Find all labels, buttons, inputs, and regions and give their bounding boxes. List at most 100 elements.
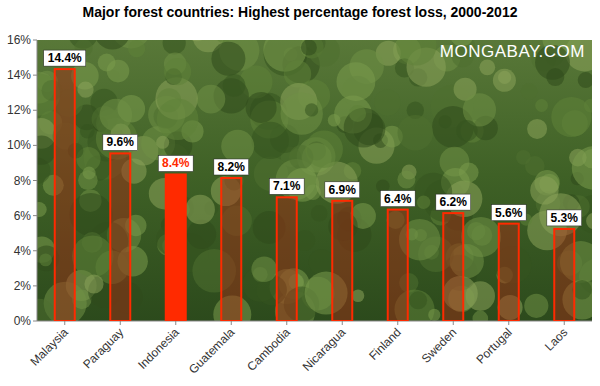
background-photo [37, 40, 592, 321]
x-tick [564, 321, 565, 325]
data-label: 5.6% [495, 206, 523, 220]
canopy-blob [251, 257, 277, 283]
bar [55, 69, 75, 321]
canopy-blob [309, 249, 334, 274]
y-tick [33, 180, 37, 181]
y-tick-label: 0% [14, 314, 32, 328]
canopy-blob [352, 289, 365, 302]
y-tick [33, 321, 37, 322]
canopy-blob [459, 163, 479, 183]
canopy-blob [221, 130, 254, 163]
y-tick [33, 40, 37, 41]
canopy-blob [98, 54, 116, 72]
canopy-blob [428, 309, 440, 321]
bar [388, 210, 408, 321]
data-label-box [214, 159, 249, 175]
data-label: 6.9% [329, 183, 357, 197]
x-tick-label: Paraguay [80, 325, 126, 371]
canopy-blob [100, 99, 133, 132]
canopy-blob [493, 69, 516, 92]
canopy-blob [527, 119, 547, 139]
y-tick-label: 12% [7, 103, 31, 117]
x-tick-label: Cambodia [244, 325, 293, 374]
data-label: 8.2% [218, 160, 246, 174]
y-tick-label: 6% [14, 209, 32, 223]
canopy-blob [252, 122, 289, 159]
canopy-blob [305, 130, 343, 168]
data-label: 6.4% [384, 192, 412, 206]
canopy-blob [479, 59, 495, 75]
title: Major forest countries: Highest percenta… [83, 4, 518, 20]
canopy-blob [37, 202, 47, 217]
data-label: 8.4% [162, 156, 190, 170]
canopy-blob [163, 40, 186, 55]
y-tick [33, 215, 37, 216]
data-label: 5.3% [551, 211, 579, 225]
canopy-blob [246, 92, 277, 123]
canopy-blob [586, 213, 592, 230]
bar [166, 174, 186, 321]
canopy-blob [211, 42, 245, 76]
forest-bg [37, 40, 592, 321]
data-label-box [380, 191, 415, 207]
canopy-blob [80, 124, 95, 139]
canopy-blob [535, 99, 548, 112]
y-tick-label: 10% [7, 138, 31, 152]
canopy-blob [397, 171, 415, 189]
y-tick [33, 250, 37, 251]
canopy-blob [439, 115, 452, 128]
y-tick-label: 14% [7, 68, 31, 82]
canopy-blob [456, 120, 477, 141]
x-tick-label: Malaysia [27, 325, 71, 369]
y-tick-label: 2% [14, 279, 32, 293]
y-tick [33, 285, 37, 286]
x-tick [342, 321, 343, 325]
data-label-box [491, 205, 526, 221]
canopy-blob [156, 136, 169, 149]
data-label-box [269, 178, 304, 194]
canopy-blob [187, 220, 216, 249]
bar [110, 153, 130, 321]
y-tick-label: 8% [14, 174, 32, 188]
canopy-blob [184, 40, 210, 41]
bar [221, 178, 241, 321]
canopy-blob [349, 105, 366, 122]
canopy-blob [37, 299, 55, 321]
canopy-blob [572, 146, 592, 189]
data-label-box [158, 155, 193, 171]
x-tick [508, 321, 509, 325]
data-label-box [547, 210, 582, 226]
data-label-box [103, 134, 138, 150]
canopy-blob [337, 62, 376, 101]
x-tick [397, 321, 398, 325]
data-label: 9.6% [107, 135, 135, 149]
y-tick [33, 75, 37, 76]
canopy-blob [281, 92, 323, 134]
x-tick-label: Guatemala [186, 325, 238, 377]
canopy-blob [473, 311, 489, 321]
x-tick [286, 321, 287, 325]
canopy-blob [396, 40, 436, 66]
canopy-blob [516, 150, 531, 165]
canopy-blob [524, 294, 548, 318]
canopy-blob [186, 195, 215, 224]
canopy-blob [311, 205, 328, 222]
bar [277, 197, 297, 321]
x-tick-label: Nicaragua [300, 325, 349, 374]
x-tick [175, 321, 176, 325]
canopy-blob [521, 83, 538, 100]
canopy-blob [578, 72, 592, 88]
bar [443, 213, 463, 321]
data-label-box [44, 50, 86, 66]
canopy-blob [374, 90, 400, 116]
y-tick [33, 110, 37, 111]
x-tick [231, 321, 232, 325]
bar [499, 224, 519, 321]
x-tick [120, 321, 121, 325]
canopy-blob [398, 115, 434, 151]
canopy-blob [157, 88, 181, 112]
canopy-blob [72, 235, 114, 277]
x-tick-label: Portugal [473, 325, 515, 367]
canopy-blob [572, 280, 591, 299]
canopy-blob [128, 40, 145, 57]
